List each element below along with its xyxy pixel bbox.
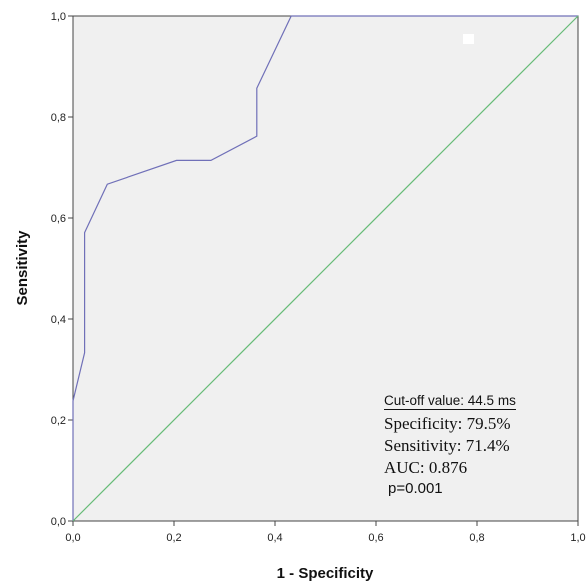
auc-label: AUC: 0.876 bbox=[384, 458, 468, 477]
series-lines bbox=[72, 15, 579, 522]
y-tick-label: 0,2 bbox=[51, 415, 66, 427]
x-tick-label: 1,0 bbox=[570, 532, 585, 544]
x-axis-title: 1 - Specificity bbox=[277, 565, 374, 582]
sensitivity-label: Sensitivity: 71.4% bbox=[384, 436, 510, 455]
stats-annotation: Cut-off value: 44.5 ms Specificity: 79.5… bbox=[384, 392, 562, 499]
roc-curve-line bbox=[72, 15, 578, 521]
specificity-label: Specificity: 79.5% bbox=[384, 414, 511, 433]
x-tick-label: 0,6 bbox=[368, 532, 383, 544]
reference-diagonal-line bbox=[72, 15, 579, 522]
y-tick-label: 0,6 bbox=[51, 213, 66, 225]
legend-marker bbox=[463, 34, 474, 44]
y-tick-label: 0,4 bbox=[51, 314, 66, 326]
y-tick-label: 1,0 bbox=[51, 11, 66, 23]
y-tick-label: 0,8 bbox=[51, 112, 66, 124]
y-axis-title: Sensitivity bbox=[14, 230, 31, 306]
p-value-label: p=0.001 bbox=[388, 480, 443, 497]
axis-ticks: 0,0 0,2 0,4 0,6 0,8 1,0 0,0 0,2 0,4 0,6 0,8 1,0 bbox=[51, 11, 586, 544]
x-tick-label: 0,4 bbox=[267, 532, 282, 544]
x-tick-label: 0,2 bbox=[166, 532, 181, 544]
x-tick-label: 0,8 bbox=[469, 532, 484, 544]
y-tick-label: 0,0 bbox=[51, 516, 66, 528]
x-tick-label: 0,0 bbox=[65, 532, 80, 544]
cutoff-value-label: Cut-off value: 44.5 ms bbox=[384, 393, 516, 410]
